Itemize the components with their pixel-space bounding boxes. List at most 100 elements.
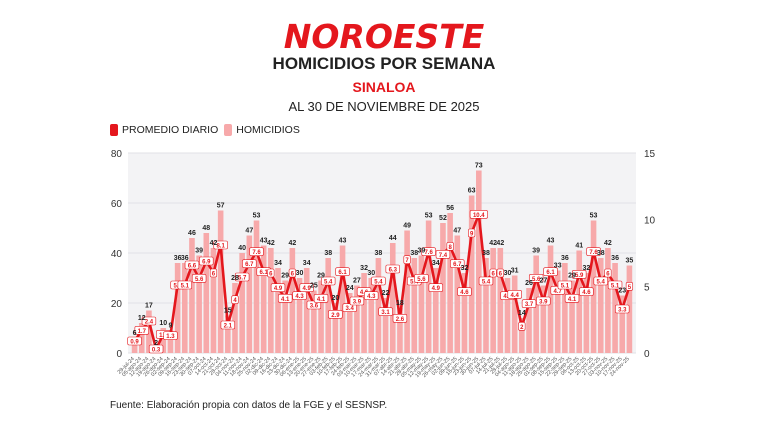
bar — [203, 233, 210, 353]
bar-data-label: 44 — [389, 235, 397, 242]
bar — [160, 328, 167, 353]
line-data-label: 5.7 — [238, 276, 247, 282]
line-data-label: 6.7 — [245, 262, 254, 268]
bar-data-label: 32 — [360, 265, 368, 272]
bar-data-label: 57 — [217, 203, 225, 210]
line-point — [450, 259, 465, 268]
line-data-label: 5.6 — [417, 277, 426, 283]
legend: PROMEDIO DIARIO HOMICIDIOS — [110, 124, 300, 136]
bar — [540, 285, 547, 353]
line-data-label: 4.6 — [582, 290, 591, 296]
y-tick-label: 80 — [111, 149, 123, 160]
line-data-label: 7.6 — [589, 250, 598, 256]
bar-data-label: 34 — [303, 260, 311, 267]
line-data-label: 4.3 — [295, 294, 304, 300]
bar — [239, 253, 245, 353]
line-point — [414, 274, 429, 283]
line-point — [385, 264, 400, 274]
line-data-label: 7.6 — [252, 250, 261, 256]
bar — [354, 285, 360, 353]
bar — [397, 308, 403, 353]
bar — [504, 278, 511, 353]
bar-data-label: 43 — [547, 238, 555, 245]
line-point — [521, 299, 537, 308]
line-data-label: 6 — [499, 272, 503, 278]
line-data-label: 3.9 — [539, 300, 548, 306]
line-point — [378, 307, 393, 316]
line-data-label: 10.4 — [473, 213, 485, 219]
line-data-label: 5.6 — [195, 277, 204, 283]
bar-data-label: 31 — [511, 268, 519, 275]
line-data-label: 5.4 — [374, 280, 383, 286]
line-data-label: 5.4 — [324, 280, 333, 286]
line-data-label: 4.9 — [432, 286, 441, 292]
bar — [361, 273, 367, 353]
line-data-label: 4.9 — [274, 286, 283, 292]
bar-data-label: 36 — [611, 255, 619, 262]
line-point — [496, 268, 504, 278]
bar-data-label: 6 — [133, 330, 137, 337]
bar-data-label: 36 — [174, 255, 182, 262]
line-point — [557, 280, 573, 290]
bar — [346, 293, 353, 353]
bar-data-label: 39 — [418, 248, 426, 255]
line-data-label: 3.1 — [381, 310, 390, 316]
line-point — [134, 326, 149, 335]
bar — [167, 330, 174, 353]
bar — [339, 245, 346, 353]
bar-data-label: 53 — [253, 213, 261, 220]
line-point — [604, 268, 612, 278]
bar — [619, 295, 626, 353]
line-data-label: 6 — [212, 272, 216, 278]
bar — [526, 288, 532, 353]
bar — [382, 298, 389, 353]
line-point — [607, 280, 623, 290]
line-data-label: 6 — [291, 272, 295, 278]
line-point — [457, 287, 472, 296]
bar — [569, 280, 575, 353]
line-data-label: 8 — [448, 245, 452, 251]
bar-data-label: 29 — [281, 273, 289, 280]
line-point — [518, 322, 526, 331]
bar — [418, 255, 425, 353]
line-data-label: 4.6 — [460, 290, 469, 296]
line-point — [313, 294, 329, 303]
bar-data-label: 43 — [339, 238, 347, 245]
line-data-label: 6.9 — [202, 260, 211, 266]
bar-data-label: 35 — [626, 258, 634, 265]
line-point — [403, 255, 411, 264]
bar-data-label: 25 — [310, 283, 318, 290]
line-point — [213, 240, 228, 250]
line-data-label: 4.1 — [317, 297, 326, 303]
line-data-label: 4.4 — [510, 293, 519, 299]
line-data-label: 2.6 — [396, 317, 405, 323]
line-point — [163, 331, 178, 340]
bar-data-label: 26 — [525, 280, 533, 287]
line-data-label: 2.4 — [145, 320, 154, 326]
bar-data-label: 34 — [432, 260, 440, 267]
bar-data-label: 42 — [496, 240, 504, 247]
bar-data-label: 38 — [482, 250, 490, 257]
line-point — [148, 344, 164, 354]
line-data-label: 4.9 — [303, 286, 312, 292]
line-point — [249, 247, 264, 256]
bar-data-label: 42 — [489, 240, 497, 247]
bar-data-label: 53 — [590, 213, 598, 220]
bar-data-label: 42 — [210, 240, 218, 247]
line-data-label: 6.3 — [389, 268, 398, 274]
line-point — [536, 296, 551, 306]
bar — [597, 258, 604, 353]
bar — [389, 243, 396, 353]
y2-tick-label: 10 — [644, 216, 656, 227]
line-point — [564, 294, 580, 303]
line-data-label: 8.1 — [216, 244, 225, 250]
bar — [411, 258, 418, 353]
bar — [368, 278, 375, 353]
bar-data-label: 38 — [597, 250, 605, 257]
line-data-label: 5.4 — [597, 280, 606, 286]
line-point — [288, 268, 296, 278]
line-data-label: 7.6 — [424, 250, 433, 256]
noroeste-logo: NOROESTE — [283, 17, 485, 56]
bar — [447, 213, 453, 353]
line-point — [478, 276, 494, 286]
